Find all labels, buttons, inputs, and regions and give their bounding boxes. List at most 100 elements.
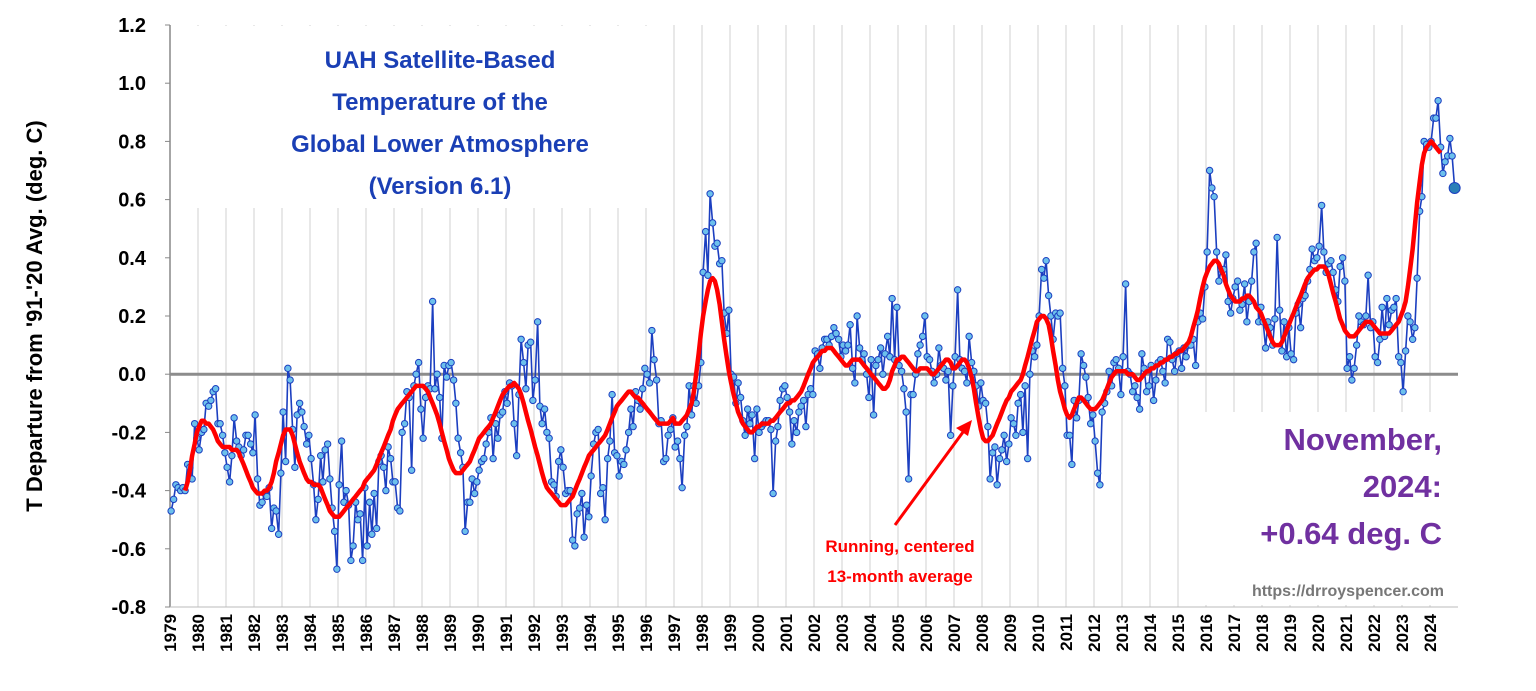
data-point (456, 449, 465, 457)
data-point (846, 321, 854, 329)
data-point (1149, 396, 1158, 405)
data-point (263, 492, 271, 501)
data-point (848, 364, 857, 373)
data-point (503, 399, 511, 407)
data-point (498, 408, 507, 416)
data-point (680, 431, 689, 440)
data-point (725, 306, 733, 314)
data-point (1068, 460, 1076, 469)
data-point (648, 326, 656, 335)
data-point (1105, 367, 1113, 375)
data-point (708, 219, 717, 227)
data-point (834, 335, 843, 343)
x-tick-label: 2022 (1365, 614, 1384, 652)
data-point (540, 405, 549, 413)
data-point (603, 454, 612, 463)
data-point (613, 451, 621, 460)
data-point (580, 533, 588, 541)
x-tick-label: 2004 (861, 613, 880, 651)
data-point (578, 489, 586, 498)
data-point (1392, 294, 1400, 303)
data-point (683, 422, 691, 431)
x-tick-label: 1988 (413, 614, 432, 652)
data-point (1040, 274, 1048, 282)
data-point (853, 312, 861, 320)
x-tick-label: 1985 (329, 614, 348, 652)
data-point (316, 451, 325, 460)
data-point (1019, 428, 1027, 437)
data-point (1280, 318, 1288, 326)
data-point (1166, 338, 1174, 346)
running-label: Running, centered (825, 537, 974, 556)
data-point (1308, 245, 1316, 253)
annotation-box (1190, 412, 1456, 605)
data-point (1058, 364, 1067, 373)
data-point (1261, 344, 1270, 352)
data-point (1131, 382, 1139, 390)
x-tick-label: 1983 (273, 614, 292, 652)
y-tick-label: 1.0 (118, 73, 146, 95)
data-point (244, 431, 252, 440)
x-tick-label: 2011 (1057, 614, 1076, 651)
data-point (1383, 294, 1391, 303)
data-point (291, 463, 299, 472)
data-point (538, 419, 546, 428)
data-point (447, 358, 455, 367)
data-point (1222, 251, 1230, 259)
data-point (1448, 152, 1456, 160)
data-point (417, 405, 425, 413)
data-point (636, 405, 644, 413)
data-point (517, 335, 525, 343)
data-point (673, 437, 682, 445)
data-point (1089, 411, 1097, 419)
data-point (1413, 274, 1421, 282)
data-point (1117, 390, 1125, 399)
data-point (1112, 355, 1120, 364)
data-point (531, 376, 539, 384)
title: UAH Satellite-Based (325, 47, 556, 74)
data-point (442, 373, 451, 381)
data-point (1226, 309, 1235, 317)
data-point (295, 399, 304, 407)
y-tick-label: -0.8 (112, 597, 146, 619)
title: (Version 6.1) (369, 173, 512, 200)
data-point (510, 419, 518, 428)
data-point (333, 565, 341, 573)
data-point (571, 542, 579, 550)
data-point (991, 443, 999, 451)
x-tick-label: 2003 (833, 614, 852, 652)
data-point (1350, 364, 1358, 373)
data-point (300, 422, 308, 431)
data-point (874, 355, 882, 364)
data-point (851, 379, 859, 387)
data-point (869, 411, 878, 419)
data-point (347, 556, 355, 565)
data-point (216, 419, 224, 428)
data-point (1191, 361, 1200, 370)
data-point (246, 440, 255, 448)
y-tick-label: 0.0 (118, 364, 146, 386)
data-point (358, 556, 367, 565)
data-point (902, 408, 910, 416)
data-point (249, 449, 257, 457)
data-point (1439, 169, 1447, 178)
title-box (172, 26, 667, 208)
data-point (1016, 390, 1025, 399)
x-tick-label: 1986 (357, 614, 376, 652)
data-point (1044, 291, 1053, 300)
data-point (489, 454, 497, 463)
data-point (274, 530, 283, 538)
data-point (783, 393, 791, 402)
data-point (876, 344, 885, 352)
annotation: 2024: (1363, 469, 1442, 504)
data-point (1327, 257, 1335, 265)
data-point (349, 542, 357, 550)
data-point (335, 481, 343, 489)
data-point (921, 312, 929, 320)
data-point (286, 376, 294, 384)
data-point (1152, 376, 1160, 384)
data-point (748, 411, 756, 419)
data-point (1250, 248, 1258, 256)
data-point (1037, 265, 1046, 274)
